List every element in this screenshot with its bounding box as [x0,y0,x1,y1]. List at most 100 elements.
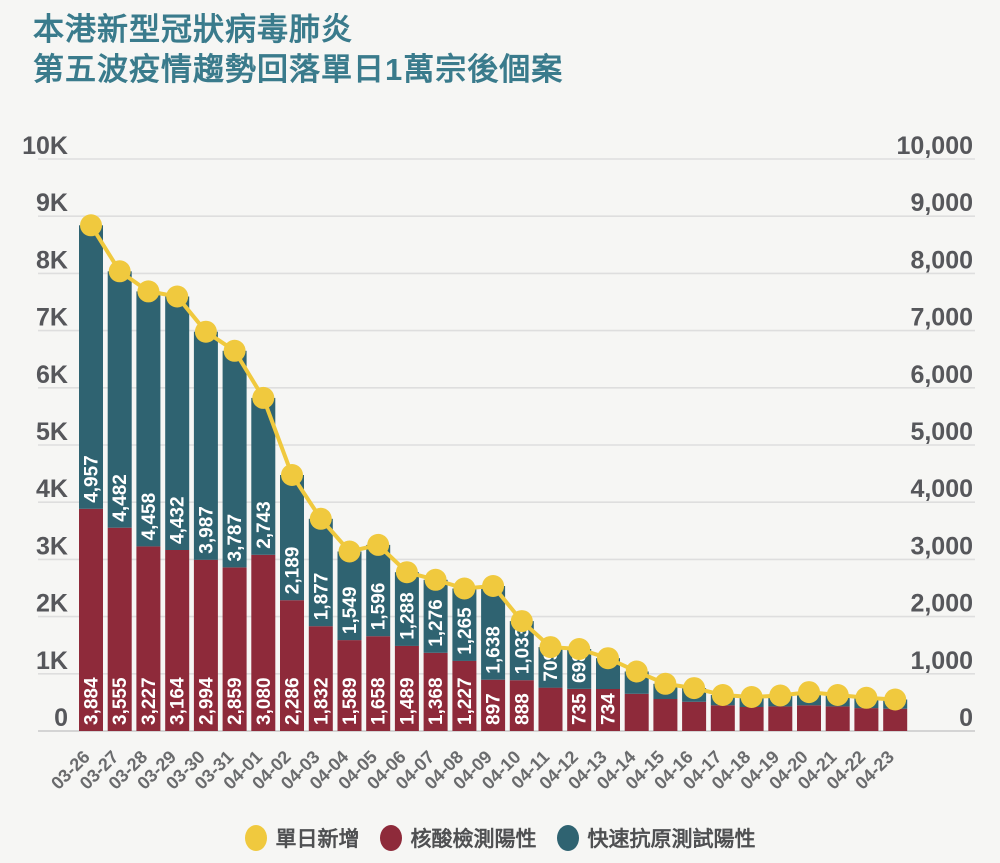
bar-label-rat: 2,189 [283,547,304,595]
bar-segment-nucleic [596,689,620,731]
bar-segment-rat [280,475,304,601]
daily-new-dot [223,339,246,362]
daily-new-dot [367,533,390,556]
bar-label-nucleic: 3,884 [82,677,103,725]
bar-label-rat: 1,265 [455,607,476,655]
bar-label-rat: 2,743 [254,501,275,549]
bar-label-rat: 4,957 [82,455,103,503]
bar-label-nucleic: 1,658 [369,677,390,725]
y-axis-tick-right: 8,000 [910,246,973,274]
bar-segment-nucleic [682,701,707,731]
bar-segment-rat [136,291,161,547]
bar-label-nucleic: 3,080 [254,677,275,725]
y-axis-tick-right: 5,000 [910,418,973,446]
bar-label-nucleic: 1,227 [455,677,476,725]
chart-legend: 單日新增 核酸檢測陽性 快速抗原測試陽性 [0,823,1000,853]
bar-segment-nucleic [280,600,304,731]
bar-segment-nucleic [423,652,448,731]
bar-segment-nucleic [825,706,850,731]
bar-segment-rat [79,225,103,509]
daily-new-dot [855,686,878,709]
y-axis-tick-right: 10,000 [897,132,973,160]
daily-new-dot [711,684,734,706]
daily-new-swatch-icon [244,825,267,851]
legend-label-daily-new: 單日新增 [275,828,360,851]
y-axis-tick-left: 3K [36,532,68,560]
daily-new-dot [539,636,562,659]
daily-new-dot [338,540,361,563]
daily-new-dot [395,561,418,584]
bar-label-nucleic: 1,489 [397,677,418,725]
daily-new-dot [625,660,648,683]
bar-label-rat: 1,596 [369,583,390,631]
bar-segment-nucleic [394,645,419,731]
bar-segment-rat [222,350,247,568]
rat-positive-swatch-icon [556,825,579,851]
y-axis-tick-right: 4,000 [910,475,973,503]
daily-new-dot [826,684,849,706]
bar-label-rat: 1,549 [340,587,361,635]
bar-label-nucleic: 3,227 [139,677,160,725]
bar-label-nucleic: 3,555 [110,677,131,725]
bar-label-nucleic: 1,832 [311,677,332,725]
daily-new-dot [740,686,763,708]
bar-label-rat: 1,276 [426,599,447,647]
bar-segment-nucleic [538,687,563,731]
bar-segment-nucleic [710,705,735,731]
title-line-2: 第五波疫情趨勢回落單日1萬宗後個案 [33,52,564,87]
y-axis-tick-right: 7,000 [910,304,973,332]
y-axis-tick-left: 1K [36,647,68,675]
daily-new-dot [80,214,102,237]
bar-segment-nucleic [653,699,678,731]
y-axis-tick-left: 0 [54,704,68,732]
bar-segment-nucleic [222,567,247,731]
legend-item-daily-new: 單日新增 [244,823,360,853]
daily-new-dot [654,672,677,695]
daily-new-dot [482,575,505,597]
daily-new-dot [453,577,476,600]
legend-item-rat-positive: 快速抗原測試陽性 [556,823,756,853]
bar-segment-rat [394,572,419,646]
daily-new-dot [166,285,189,308]
bar-label-nucleic: 1,368 [426,677,447,725]
y-axis-tick-left: 7K [36,304,68,332]
bar-segment-rat [481,586,506,680]
bar-segment-nucleic [366,636,391,731]
daily-new-dot [683,677,706,700]
bar-label-rat: 1,877 [311,573,332,621]
bar-segment-nucleic [107,527,132,731]
bar-segment-rat [423,579,448,653]
daily-new-dot [798,681,820,704]
daily-new-dot [281,464,303,486]
bar-segment-nucleic [624,693,649,731]
bar-label-nucleic: 897 [484,693,505,725]
bar-label-nucleic: 2,994 [196,677,217,725]
bar-label-rat: 709 [541,650,562,682]
daily-new-dot [884,688,907,711]
bar-segment-nucleic [165,550,190,731]
bar-label-rat: 4,482 [110,474,131,522]
bar-segment-rat [193,331,218,560]
y-axis-tick-left: 10K [22,132,68,160]
bar-segment-nucleic [79,508,103,731]
y-axis-tick-right: 9,000 [910,189,973,217]
bar-segment-nucleic [452,660,477,731]
bar-label-rat: 1,033 [512,627,533,675]
y-axis-tick-left: 5K [36,418,68,446]
bar-segment-nucleic [509,680,534,731]
daily-new-dot [510,610,533,633]
bar-segment-rat [107,271,132,528]
y-axis-tick-left: 2K [36,590,68,618]
daily-new-dot [424,568,447,591]
daily-new-dot [568,638,591,660]
bar-segment-nucleic [308,626,333,731]
daily-new-dot [194,320,217,343]
y-axis-tick-right: 0 [959,704,973,732]
bar-segment-nucleic [739,707,764,731]
bar-label-nucleic: 2,859 [225,677,246,725]
bar-label-rat: 1,288 [397,592,418,640]
bar-segment-nucleic [854,708,879,731]
